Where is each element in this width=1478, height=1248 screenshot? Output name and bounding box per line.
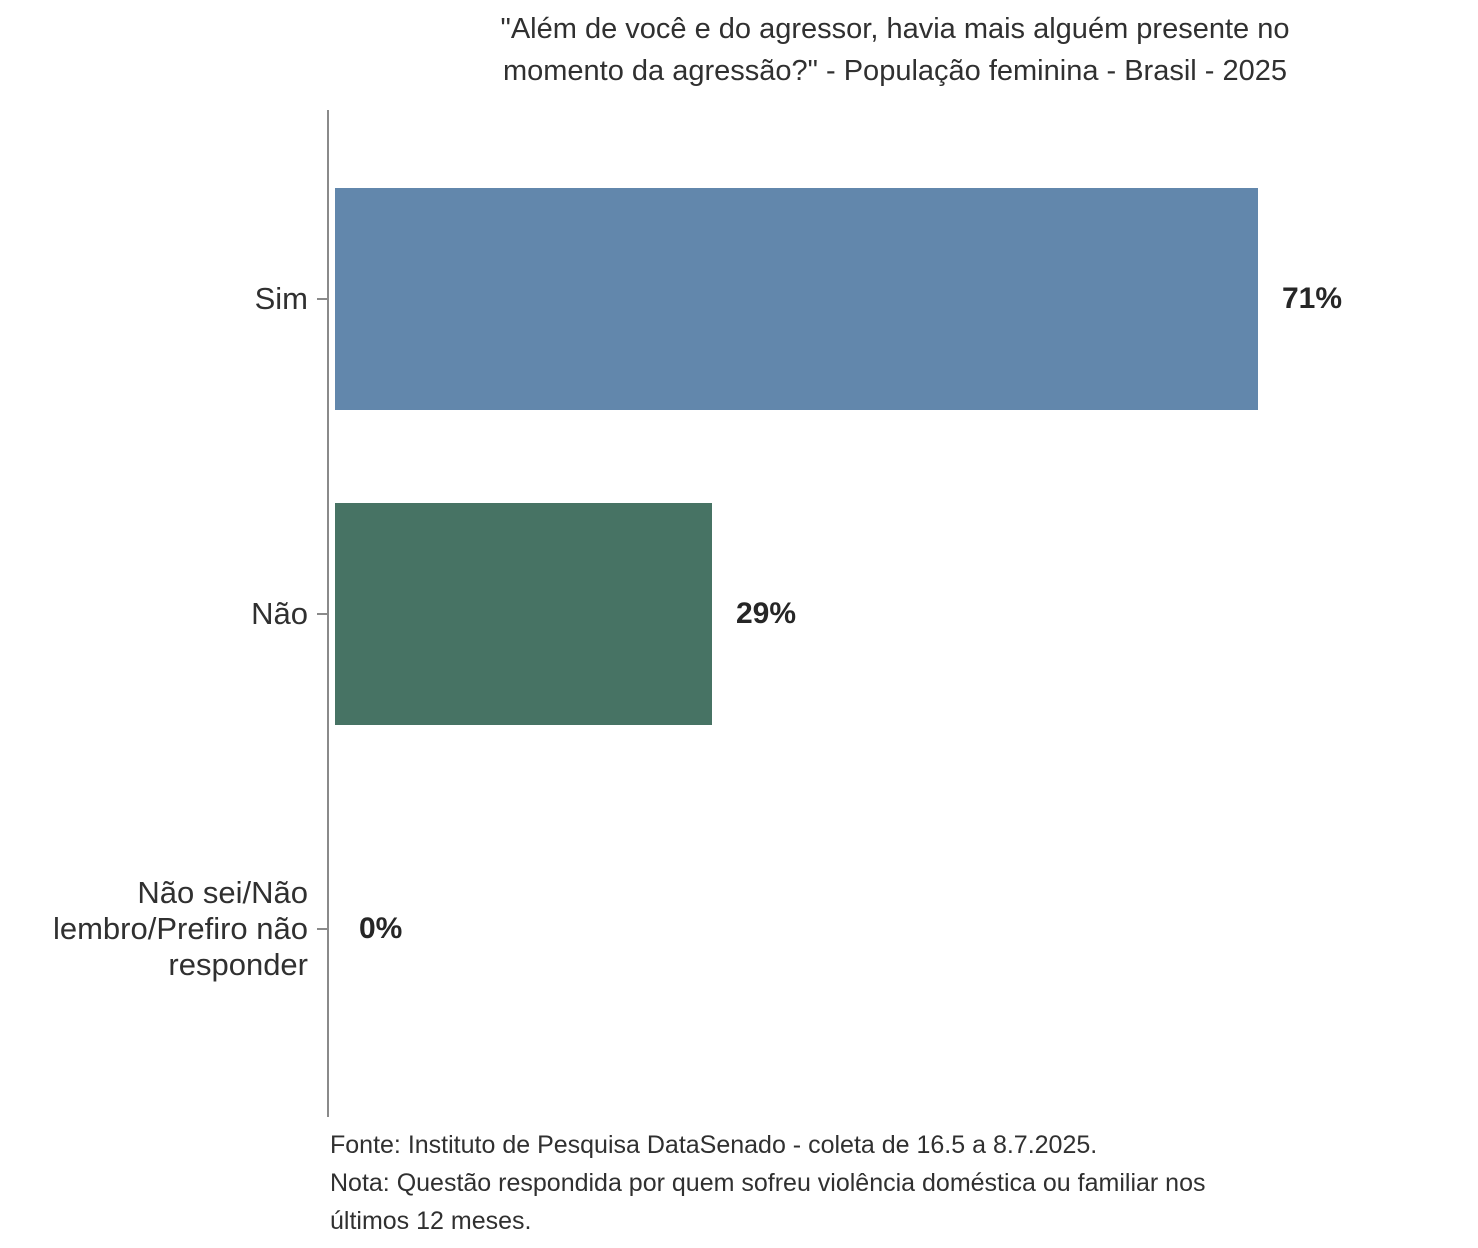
source-note-line-2: Nota: Questão respondida por quem sofreu… [330,1169,1206,1197]
category-label: Não sei/Não lembro/Prefiro não responder [52,875,308,982]
axis-tick [317,613,327,615]
axis-tick [317,928,327,930]
source-note-line-1: Fonte: Instituto de Pesquisa DataSenado … [330,1131,1098,1159]
chart-title-line-2: momento da agressão?" - População femini… [502,55,1288,87]
source-note: Fonte: Instituto de Pesquisa DataSenado … [330,1126,1468,1240]
value-label: 29% [736,597,797,630]
chart-title: "Além de você e do agressor, havia mais … [330,8,1460,92]
bar [335,188,1258,410]
y-axis-line [327,110,329,1117]
bar-row: Não 29% [0,457,1478,771]
category-label: Sim [254,281,308,316]
value-label: 71% [1282,282,1343,315]
category-label: Não [251,596,308,631]
plot-area: Sim 71% Não 29% Não sei/Não lembro/Prefiro n… [0,110,1478,1117]
value-label: 0% [359,912,403,945]
chart-title-line-1: "Além de você e do agressor, havia mais … [500,13,1290,45]
bar-row: Não sei/Não lembro/Prefiro não responder… [0,772,1478,1086]
source-note-line-3: últimos 12 meses. [330,1207,532,1235]
bar-row: Sim 71% [0,142,1478,456]
axis-tick [317,298,327,300]
bar [335,503,712,725]
